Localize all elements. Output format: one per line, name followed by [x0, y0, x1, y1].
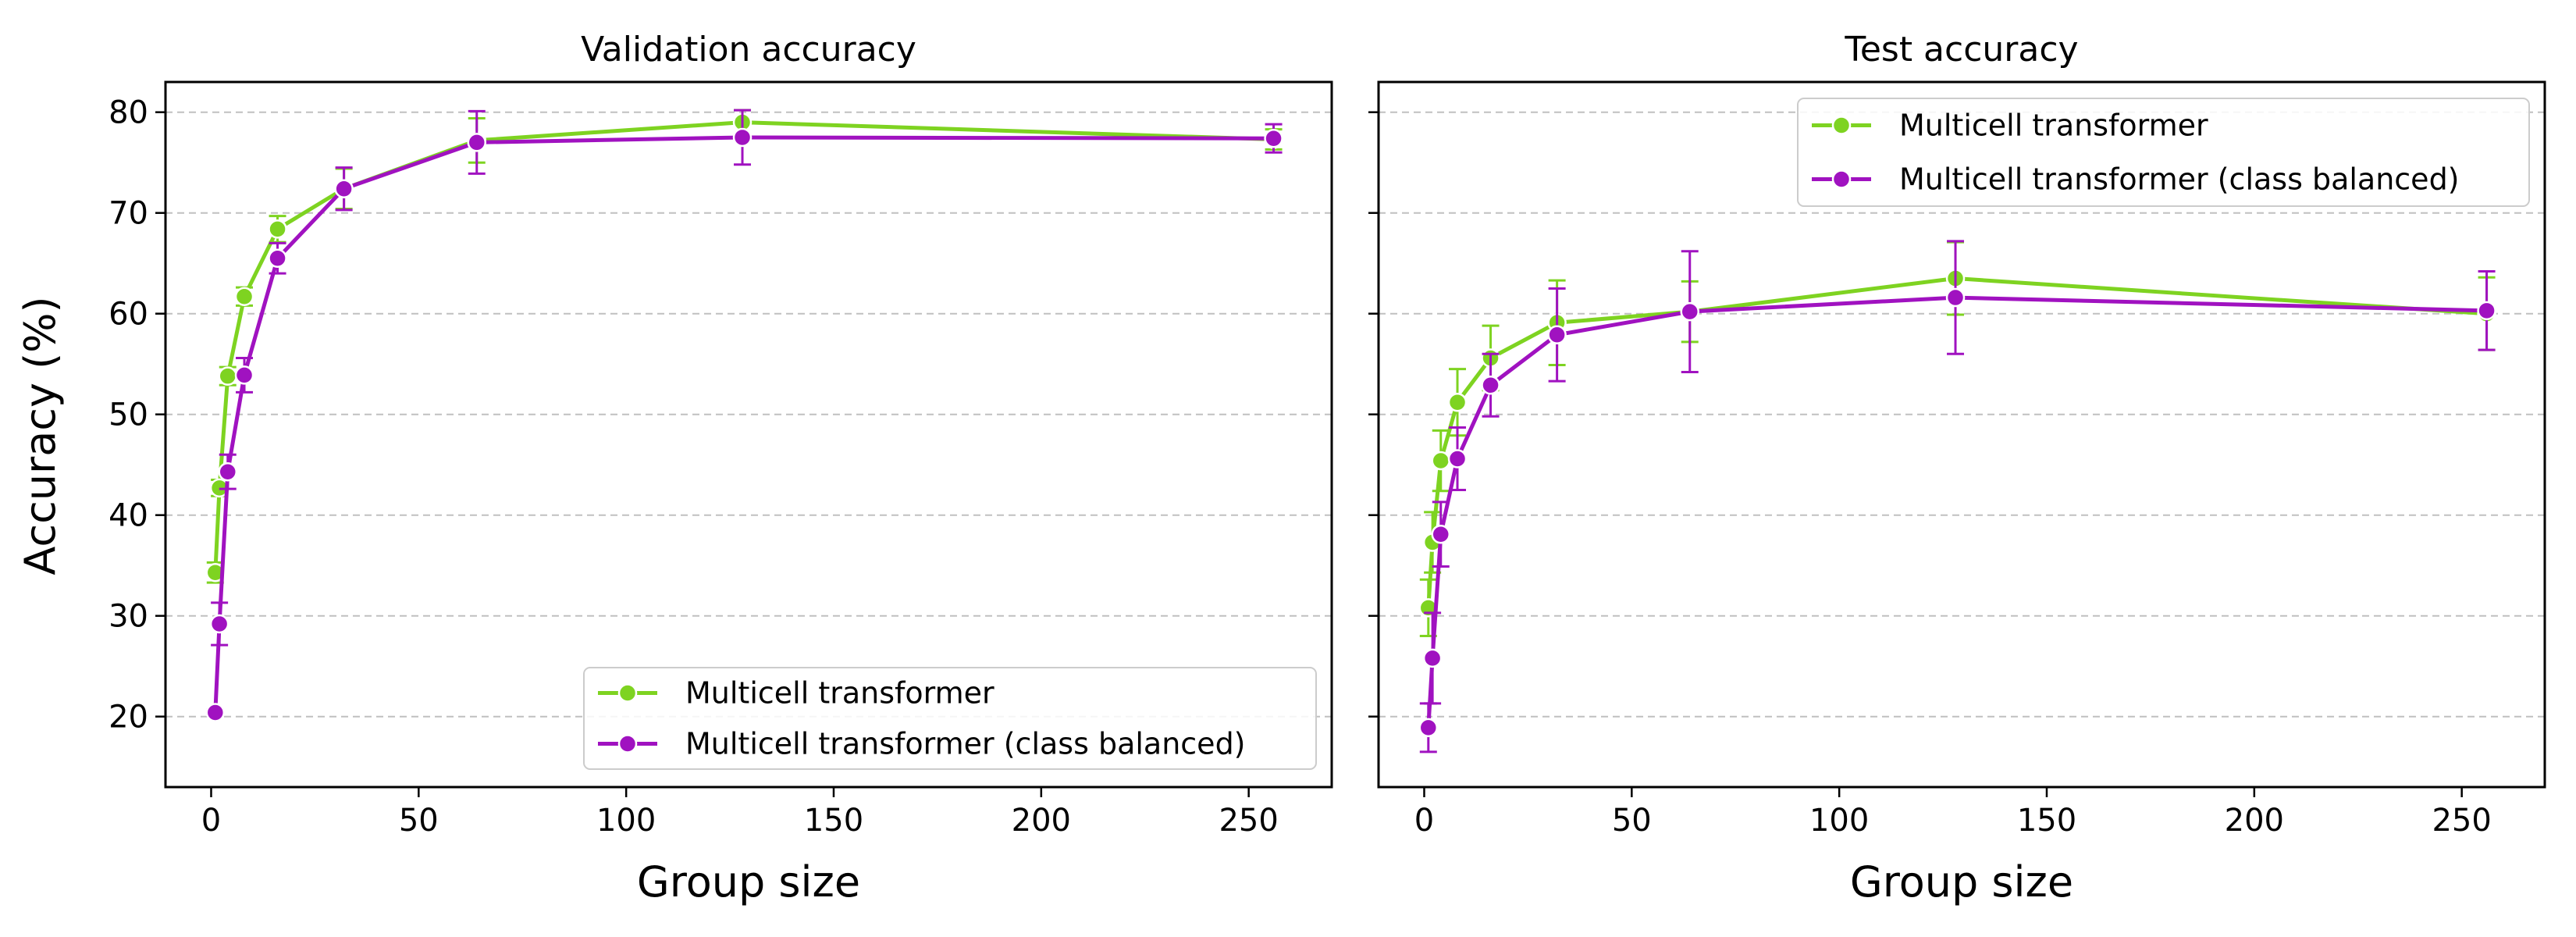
data-point: [1264, 128, 1283, 148]
data-point: [1680, 301, 1700, 322]
y-tick-label: 30: [109, 599, 148, 635]
data-point: [205, 703, 226, 722]
data-point: [467, 133, 487, 152]
series-2: [1418, 240, 2496, 754]
y-tick-label: 80: [109, 95, 148, 131]
x-tick-label: 0: [201, 803, 221, 839]
x-tick-label: 150: [804, 803, 863, 839]
data-point: [1447, 392, 1468, 412]
data-point: [234, 365, 254, 385]
legend-label: Multicell transformer (class balanced): [1899, 162, 2460, 197]
data-point: [1481, 376, 1500, 395]
x-tick-label: 50: [399, 803, 439, 839]
plot-frame: [1377, 80, 2546, 789]
legend-swatch-marker: [1831, 169, 1852, 189]
x-tick-label: 200: [2225, 803, 2284, 839]
x-axis-title-test: Group size: [1850, 857, 2073, 907]
data-point: [1431, 451, 1451, 471]
legend-swatch-marker: [1831, 116, 1852, 135]
validation-accuracy-panel: Validation accuracy Group size 20 30 40 50 6…: [109, 30, 1333, 907]
data-point: [268, 219, 287, 239]
plot-frame: [164, 80, 1333, 789]
data-point: [1945, 287, 1966, 308]
data-point: [218, 366, 238, 386]
x-tick-label: 200: [1012, 803, 1071, 839]
plot-marks: [205, 109, 1283, 722]
legend-label: Multicell transformer: [685, 676, 994, 711]
series-2: [205, 109, 1283, 722]
data-point: [732, 127, 753, 148]
x-axis-title-validation: Group size: [637, 857, 860, 907]
panel-title-validation: Validation accuracy: [581, 30, 916, 69]
data-point: [209, 614, 229, 634]
data-point: [1431, 524, 1451, 544]
y-tick-label: 40: [109, 498, 148, 534]
legend-label: Multicell transformer: [1899, 109, 2208, 143]
data-point: [218, 461, 238, 482]
legend-label: Multicell transformer (class balanced): [685, 727, 1246, 761]
x-tick-label: 100: [1809, 803, 1869, 839]
x-tick-label: 250: [2432, 803, 2491, 839]
x-tick-label: 250: [1219, 803, 1278, 839]
data-point: [1447, 449, 1468, 468]
data-point: [334, 179, 354, 198]
y-tick-label: 50: [109, 397, 148, 433]
data-point: [1547, 325, 1567, 345]
data-point: [268, 248, 287, 268]
panel-title-test: Test accuracy: [1844, 30, 2078, 69]
legend-box: [1797, 98, 2530, 207]
legend-swatch-marker: [617, 683, 638, 703]
x-tick-label: 100: [596, 803, 656, 839]
data-point: [234, 287, 254, 307]
y-axis-title: Accuracy (%): [16, 296, 65, 575]
y-tick-label: 70: [109, 196, 148, 232]
test-accuracy-panel: Test accuracy Group size 0 50 100 150 200 250…: [1368, 30, 2546, 907]
y-tick-label: 20: [109, 700, 148, 736]
data-point: [1418, 718, 1439, 738]
y-tick-label: 60: [109, 297, 148, 333]
data-point: [2477, 301, 2496, 321]
x-tick-label: 0: [1414, 803, 1434, 839]
data-point: [1422, 648, 1443, 668]
legend-box: [583, 667, 1317, 770]
plot-marks: [1418, 240, 2496, 754]
grid-lines: [165, 111, 1332, 718]
x-tick-label: 50: [1612, 803, 1652, 839]
legend: Multicell transformer Multicell transform…: [583, 667, 1317, 770]
legend: Multicell transformer Multicell transform…: [1797, 98, 2530, 207]
legend-swatch-marker: [617, 734, 638, 754]
x-tick-label: 150: [2017, 803, 2076, 839]
